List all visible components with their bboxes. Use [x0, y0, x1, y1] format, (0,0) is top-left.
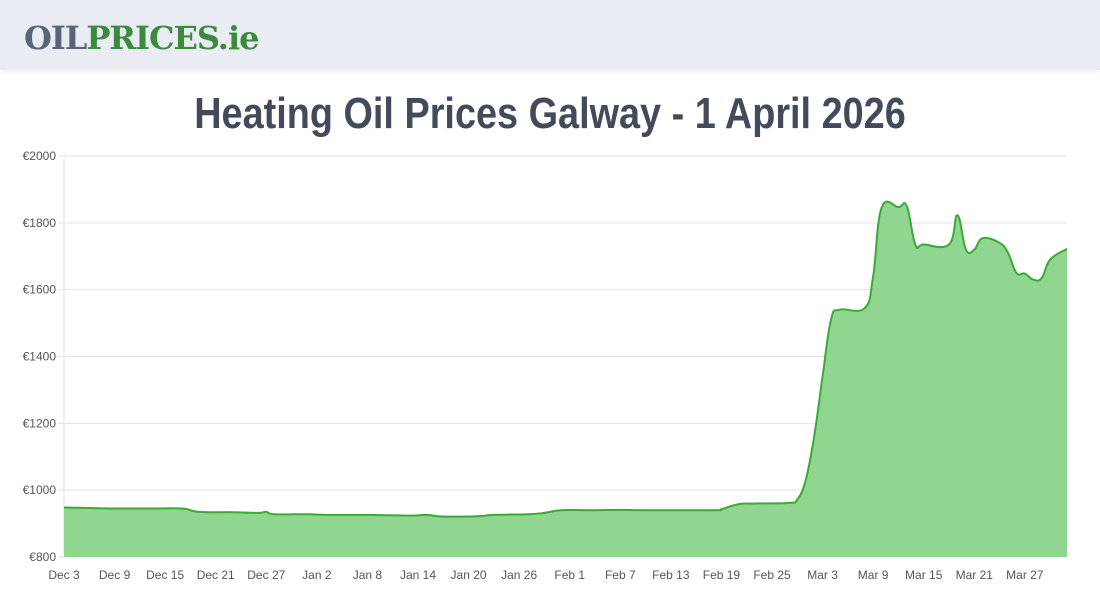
logo-text-oil: OIL [24, 19, 87, 57]
y-tick-label: €1000 [23, 483, 57, 497]
x-tick-label: Jan 14 [400, 568, 436, 582]
x-tick-label: Jan 20 [451, 568, 487, 582]
site-logo[interactable]: OILPRICES.ie [24, 18, 259, 58]
x-tick-label: Jan 2 [302, 568, 332, 582]
y-tick-label: €1600 [23, 283, 57, 297]
x-tick-label: Dec 9 [99, 568, 131, 582]
x-tick-label: Feb 1 [554, 568, 585, 582]
price-line [63, 200, 1068, 518]
x-tick-label: Mar 15 [905, 568, 943, 582]
x-tick-label: Jan 8 [353, 568, 383, 582]
x-tick-label: Feb 19 [703, 568, 741, 582]
price-area [64, 201, 1067, 557]
x-tick-label: Dec 15 [146, 568, 184, 582]
x-tick-label: Dec 3 [48, 568, 80, 582]
y-tick-label: €1200 [23, 416, 57, 430]
y-tick-label: €1400 [23, 350, 57, 364]
x-tick-label: Mar 27 [1006, 568, 1044, 582]
x-tick-label: Mar 21 [956, 568, 994, 582]
y-tick-label: €800 [29, 550, 56, 564]
x-tick-label: Jan 26 [501, 568, 537, 582]
y-tick-label: €1800 [23, 216, 57, 230]
x-tick-label: Mar 9 [858, 568, 889, 582]
x-tick-label: Feb 13 [652, 568, 690, 582]
x-tick-label: Feb 7 [605, 568, 636, 582]
x-tick-label: Dec 27 [247, 568, 285, 582]
site-header: OILPRICES.ie [0, 0, 1100, 70]
x-tick-label: Feb 25 [753, 568, 791, 582]
y-tick-label: €2000 [23, 149, 57, 163]
logo-text-prices: PRICES.ie [86, 19, 259, 57]
x-tick-label: Mar 3 [807, 568, 838, 582]
x-tick-label: Dec 21 [197, 568, 235, 582]
chart-title: Heating Oil Prices Galway - 1 April 2026 [194, 89, 906, 138]
